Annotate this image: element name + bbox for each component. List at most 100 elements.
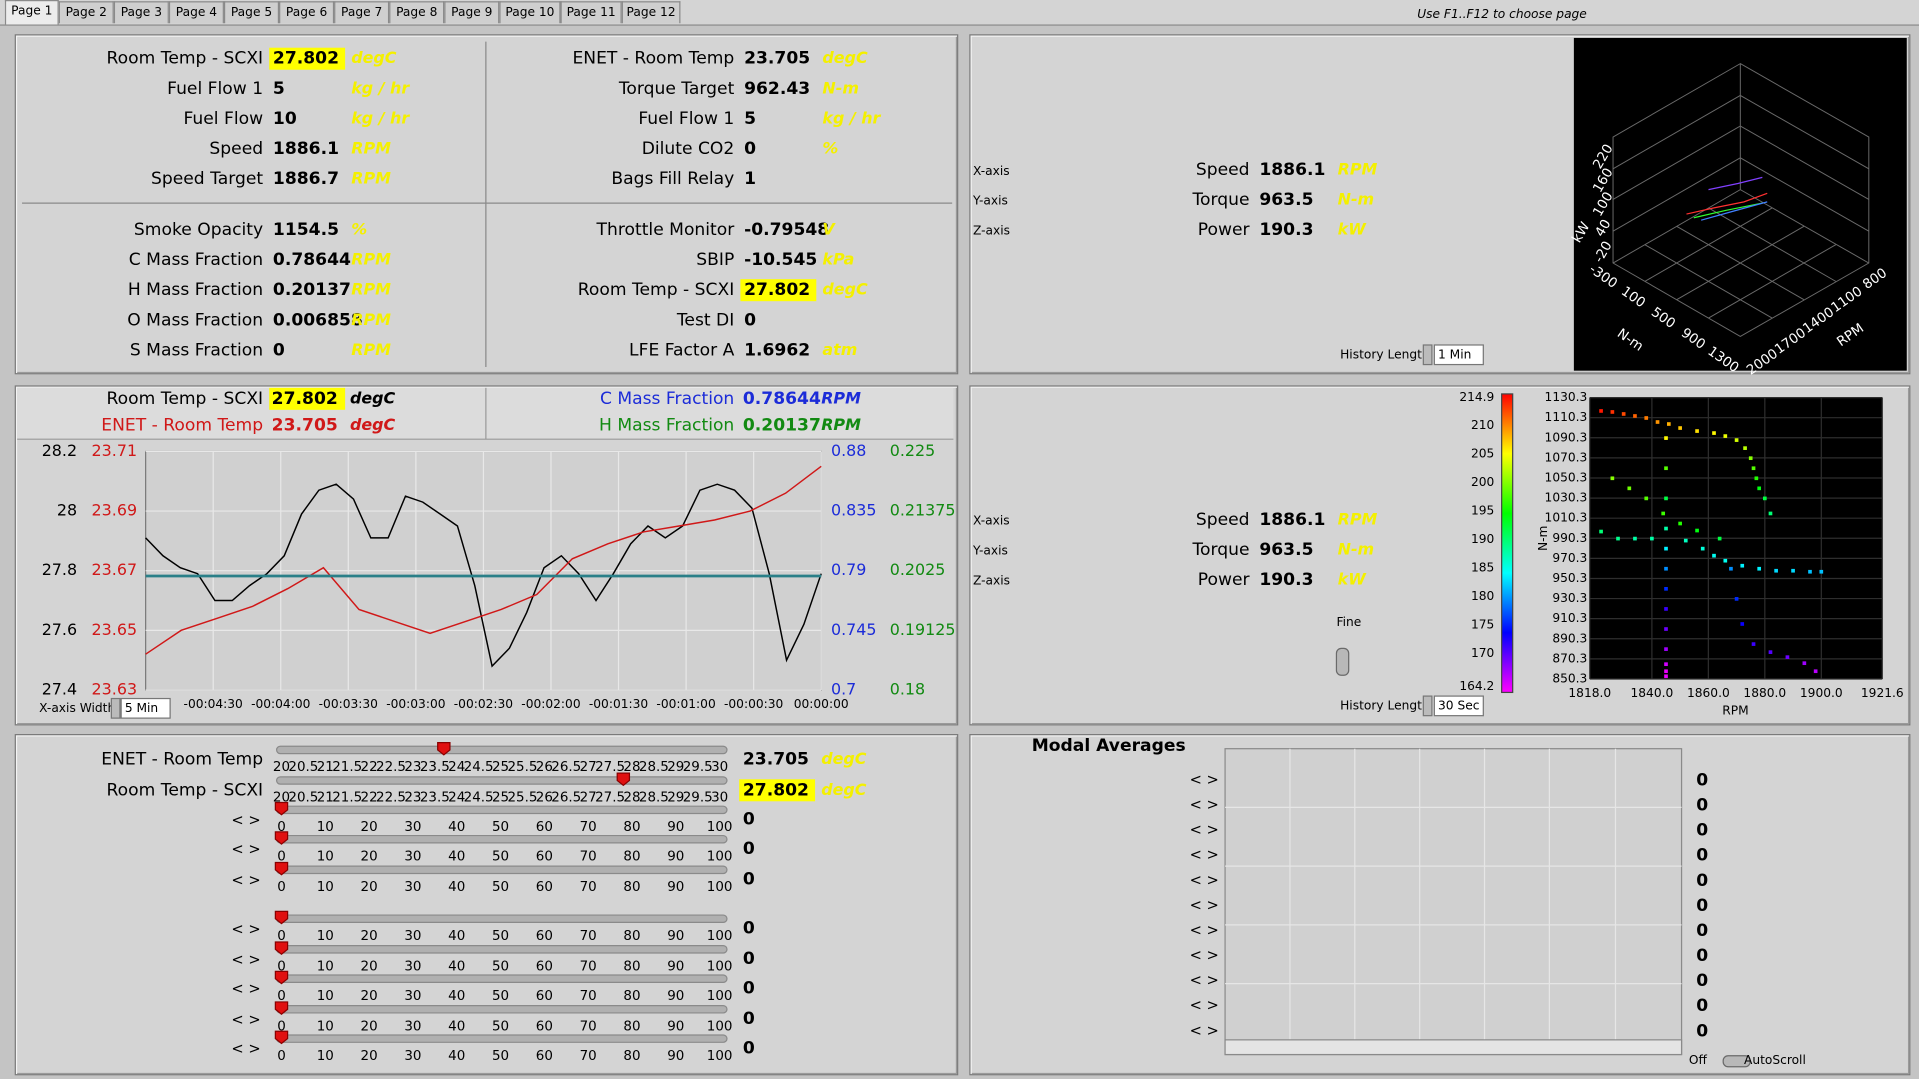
row-label: < > <box>1190 822 1219 839</box>
tab[interactable]: Page 9 <box>444 1 500 24</box>
slider-label: < > <box>231 841 260 858</box>
tab[interactable]: Page 2 <box>58 1 114 24</box>
row-value: 0 <box>1696 996 1708 1016</box>
toggle[interactable] <box>1335 647 1350 676</box>
readout-label: Bags Fill Relay <box>611 169 734 189</box>
header-label: H Mass Fraction <box>599 416 734 436</box>
colorbar-tick: 164.2 <box>1459 679 1494 693</box>
x-tick-label: -00:00:30 <box>724 697 783 711</box>
slider-track <box>275 914 728 924</box>
x-tick-label: -00:02:30 <box>454 697 513 711</box>
scatter-point <box>1621 412 1626 416</box>
scatter-point <box>1819 569 1824 574</box>
tab[interactable]: Page 10 <box>499 1 561 24</box>
colorbar-tick: 214.9 <box>1459 390 1494 404</box>
scale-label: 70 <box>580 849 597 864</box>
readout-label: Torque <box>1192 190 1250 210</box>
header-value: 0.78644 <box>743 389 821 409</box>
slider-track <box>275 745 728 755</box>
tab[interactable]: Page 5 <box>223 1 280 24</box>
scale-label: 0 <box>277 820 286 835</box>
scale-label: 10 <box>317 1049 334 1064</box>
scatter-point <box>1734 438 1739 442</box>
slider-track <box>275 805 728 815</box>
readout-value: 5 <box>273 79 285 99</box>
readout-unit: N-m <box>1338 190 1374 209</box>
scatter-point <box>1650 536 1654 541</box>
scatter-point <box>1664 586 1668 591</box>
y-tick-label: 870.3 <box>1552 651 1587 665</box>
tab[interactable]: Page 4 <box>168 1 224 24</box>
scatter-point <box>1664 674 1668 679</box>
tab[interactable]: Page 12 <box>621 1 681 24</box>
scale-label: 29.5 <box>683 760 713 775</box>
scatter-point <box>1751 466 1756 471</box>
tab[interactable]: Page 6 <box>279 1 335 24</box>
y-tick-label: 1070.3 <box>1545 450 1588 464</box>
tab[interactable]: Page 7 <box>334 1 390 24</box>
x-tick-label: 1900.0 <box>1800 686 1843 700</box>
header-unit: RPM <box>821 388 861 407</box>
scatter-point <box>1616 536 1620 541</box>
x-tick-label: 1840.0 <box>1631 686 1674 700</box>
readout-unit: RPM <box>351 280 391 299</box>
slider-value: 0 <box>743 870 755 890</box>
scatter-point <box>1666 422 1671 426</box>
scale-label: 21 <box>317 760 334 775</box>
y-tick-label: 27.4 <box>42 679 77 698</box>
scatter-point <box>1664 436 1668 440</box>
slider-track <box>275 945 728 954</box>
scrollbar[interactable] <box>1224 1039 1683 1056</box>
scale-label: 20 <box>361 959 378 974</box>
scale-label: 80 <box>623 1049 640 1064</box>
scale-label: 40 <box>448 1049 465 1064</box>
tab[interactable]: Page 1 <box>4 0 59 25</box>
scale-label: 27 <box>580 760 597 775</box>
scale-label: 22 <box>361 760 378 775</box>
scale-label: 29 <box>667 760 684 775</box>
tab[interactable]: Page 8 <box>389 1 445 24</box>
toggle[interactable] <box>1722 1055 1751 1068</box>
tab[interactable]: Page 11 <box>560 1 622 24</box>
hint: Use F1..F12 to choose page <box>1417 7 1587 21</box>
modal-grid <box>1224 748 1683 1056</box>
readout-label: Smoke Opacity <box>134 220 263 240</box>
readout-value: -10.545 <box>744 250 817 270</box>
scale-label: 23 <box>404 760 421 775</box>
scatter-point <box>1664 669 1668 674</box>
readout-unit: RPM <box>351 340 391 359</box>
readout-unit: N-m <box>1338 539 1374 558</box>
y-tick-label: 0.835 <box>831 501 877 520</box>
slider-value: 0 <box>743 810 755 830</box>
scale-label: 70 <box>580 989 597 1004</box>
readout-label: Speed Target <box>151 169 263 189</box>
slider-pointer <box>274 801 289 816</box>
row-label: < > <box>1190 997 1219 1014</box>
scale-label: 27 <box>580 791 597 806</box>
scatter-point <box>1664 566 1668 571</box>
readout-unit: RPM <box>1338 509 1378 528</box>
scale-label: 20 <box>361 880 378 895</box>
scale-label: 50 <box>492 1019 509 1034</box>
y-tick-label: 23.67 <box>92 560 138 579</box>
readout-value: 27.802 <box>744 280 810 300</box>
scatter-point <box>1791 568 1795 573</box>
readout-value: 963.5 <box>1259 540 1313 560</box>
x-tick-label: 1860.0 <box>1687 686 1730 700</box>
x-tick-label: -00:01:30 <box>589 697 648 711</box>
readout-label: Speed <box>1196 160 1250 180</box>
scale-label: 21 <box>317 791 334 806</box>
readout-unit: RPM <box>351 139 391 158</box>
tab[interactable]: Page 3 <box>113 1 169 24</box>
scale-label: 23.5 <box>420 760 450 775</box>
scatter-point <box>1774 568 1778 573</box>
x-tick-label: 00:00:00 <box>794 697 849 711</box>
scale-label: 0 <box>277 989 286 1004</box>
scale-label: 27.5 <box>595 791 625 806</box>
scatter-point <box>1808 569 1812 574</box>
row-label: < > <box>1190 922 1219 939</box>
x-tick-label: 1921.6 <box>1861 686 1904 700</box>
scale-label: 0 <box>277 849 286 864</box>
scatter-point <box>1723 558 1728 563</box>
